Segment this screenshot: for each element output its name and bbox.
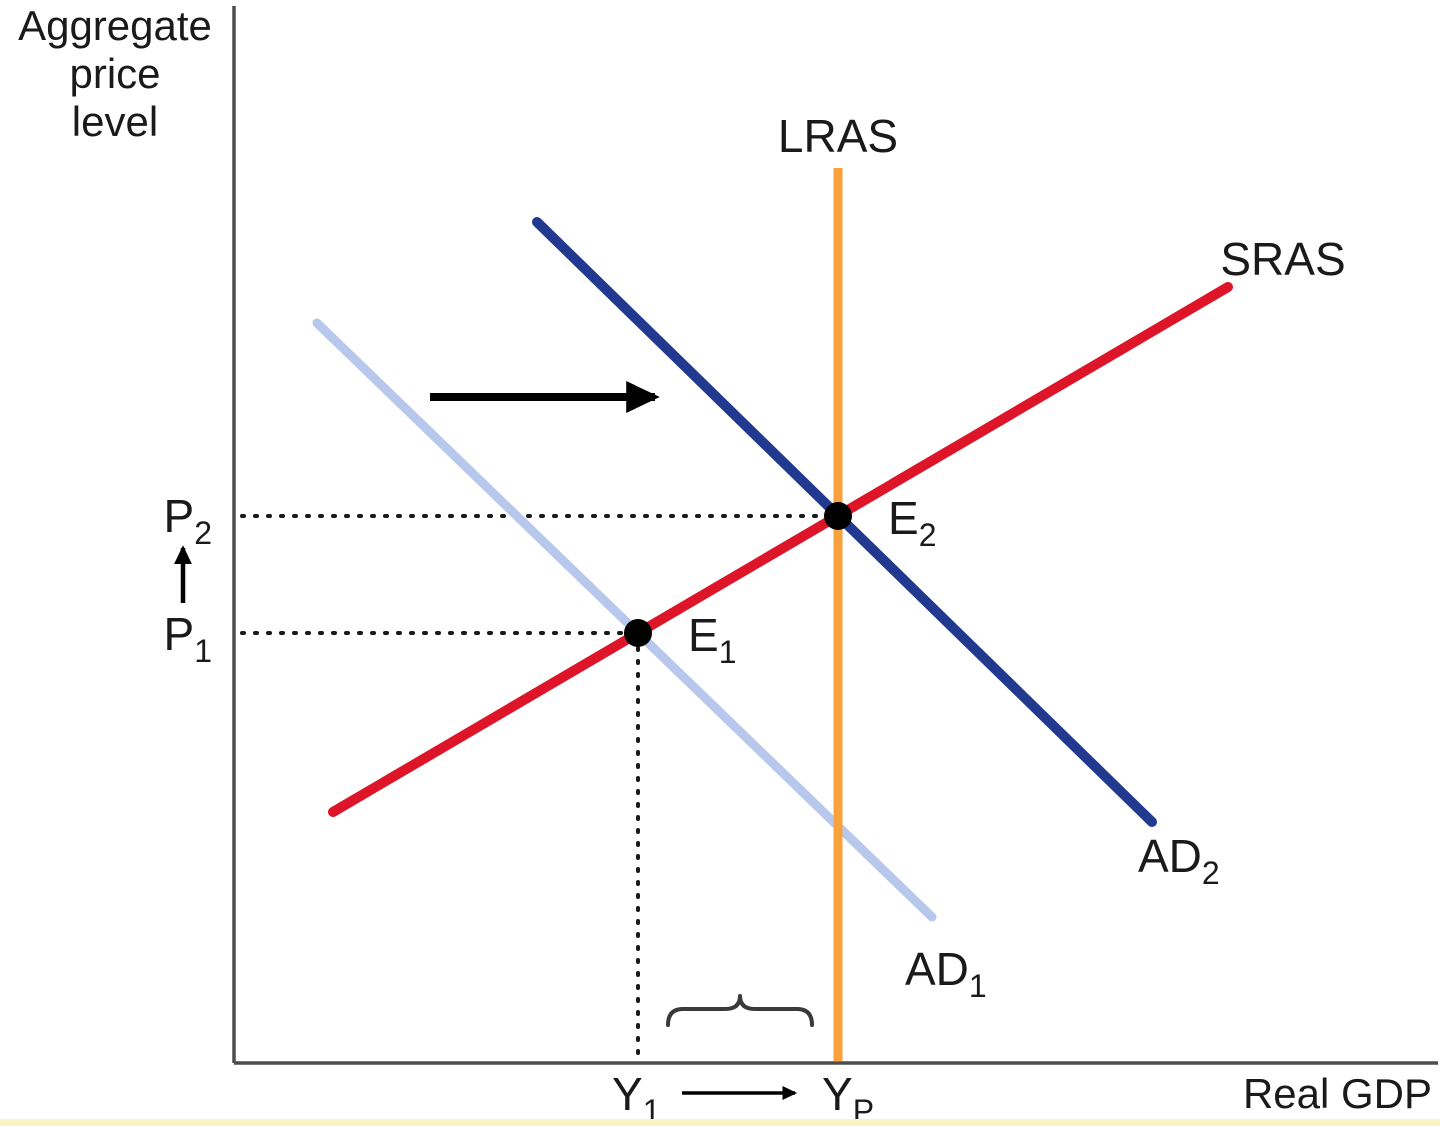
p2-label-main: P <box>164 490 195 542</box>
p2-label: P2 <box>164 490 212 551</box>
sras-curve <box>328 282 1233 817</box>
yp-label-sub: P <box>853 1093 874 1126</box>
e2-label-main: E <box>888 492 919 544</box>
ad2-label-sub: 2 <box>1202 855 1220 891</box>
e1-label-main: E <box>688 609 719 661</box>
y-axis-title-line2: price <box>69 50 160 97</box>
y1-label: Y1 <box>612 1068 660 1126</box>
ad2-label-main: AD <box>1138 830 1202 882</box>
bottom-strip <box>0 1119 1440 1126</box>
p1-label-sub: 1 <box>194 633 212 669</box>
x-axis-title: Real GDP <box>1243 1070 1432 1117</box>
ad1-label-main: AD <box>905 943 969 995</box>
y-axis-title-line1: Aggregate <box>18 2 212 49</box>
yp-label-main: Y <box>822 1068 853 1120</box>
equilibrium-point-e2 <box>824 502 852 530</box>
p2-label-sub: 2 <box>194 515 212 551</box>
p1-label-main: P <box>164 608 195 660</box>
ad1-curve <box>312 318 937 922</box>
ad1-label-sub: 1 <box>969 968 987 1004</box>
ad2-label: AD2 <box>1138 830 1220 891</box>
e2-label: E2 <box>888 492 936 553</box>
yp-label: YP <box>822 1068 874 1126</box>
e2-label-sub: 2 <box>919 517 937 553</box>
y1-label-sub: 1 <box>643 1093 661 1126</box>
y1-label-main: Y <box>612 1068 643 1120</box>
lras-label: LRAS <box>778 110 898 162</box>
ad1-label: AD1 <box>905 943 987 1004</box>
y-axis-title-line3: level <box>72 98 158 145</box>
equilibrium-point-e1 <box>624 619 652 647</box>
e1-label-sub: 1 <box>719 634 737 670</box>
output-gap-brace <box>666 994 814 1027</box>
sras-label: SRAS <box>1220 233 1345 285</box>
e1-label: E1 <box>688 609 736 670</box>
p1-label: P1 <box>164 608 212 669</box>
